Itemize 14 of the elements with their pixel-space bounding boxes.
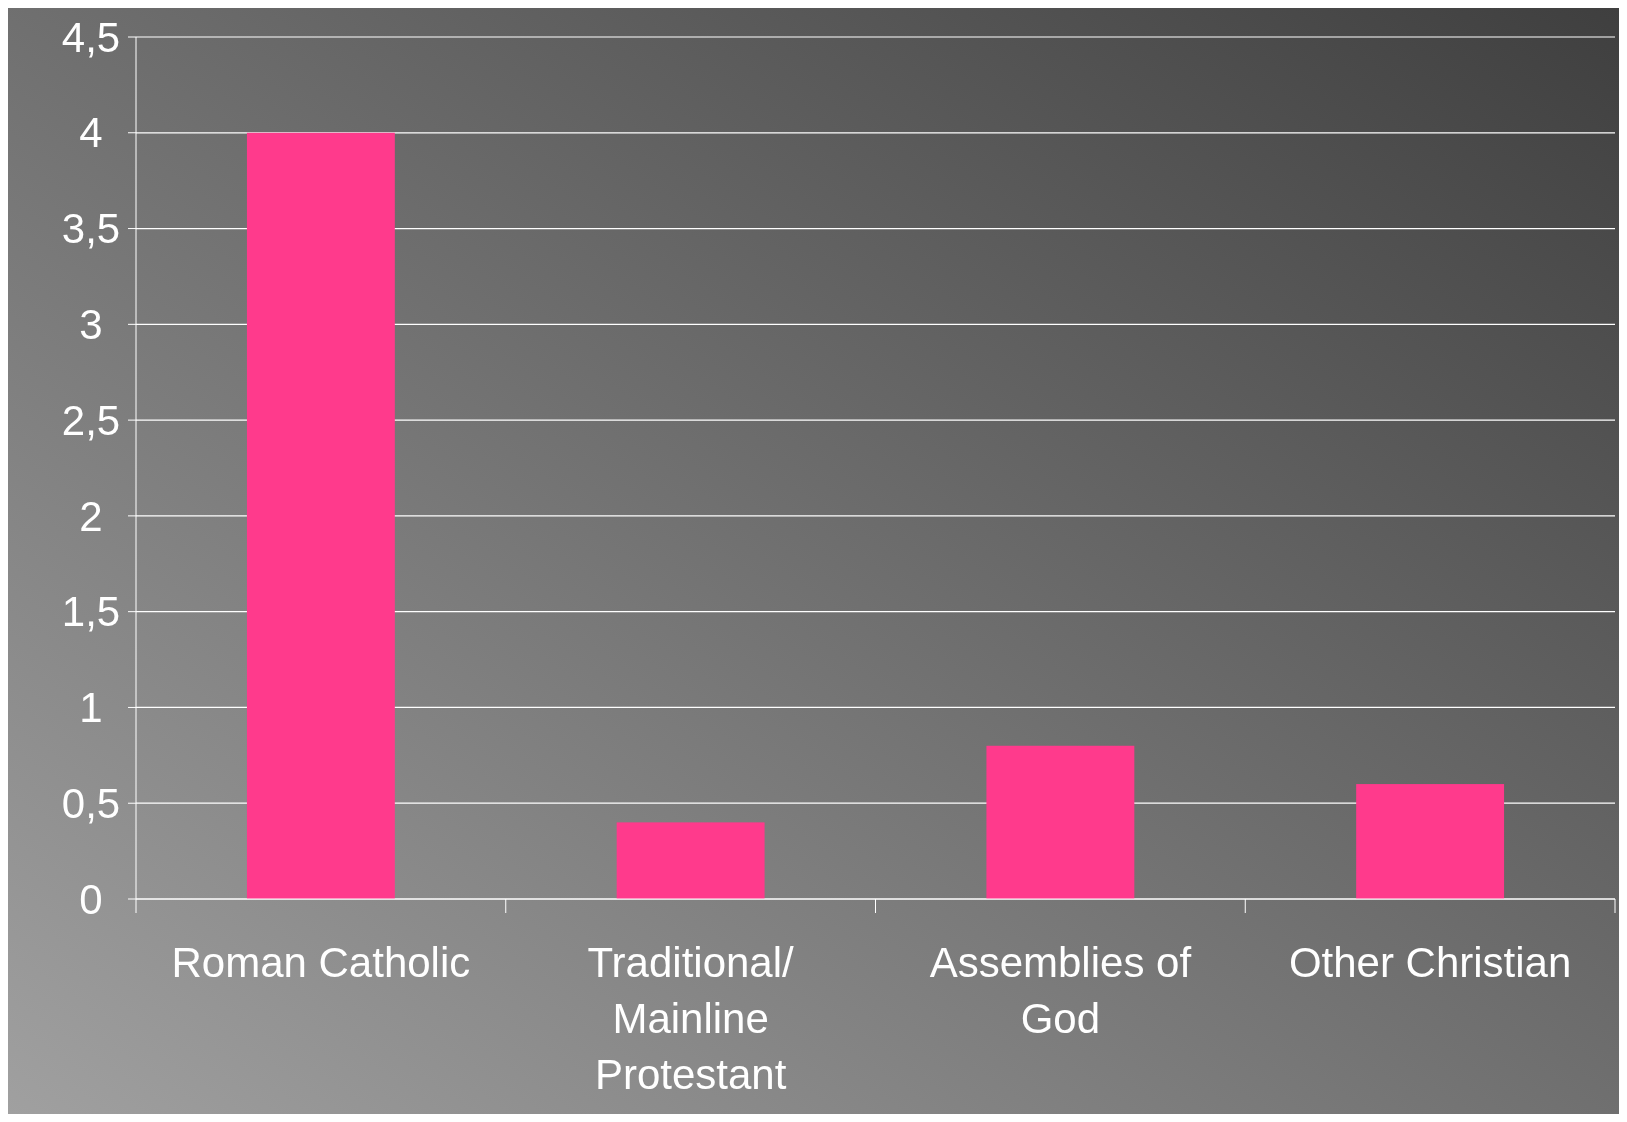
y-tick-label: 1	[79, 684, 103, 732]
x-tick-label: Assemblies of God	[929, 939, 1192, 1042]
x-tick-label: Traditional/ Mainline Protestant	[587, 939, 795, 1098]
y-tick-label: 0	[79, 875, 103, 923]
y-tick-label: 2,5	[61, 396, 121, 444]
y-tick-label: 2	[79, 492, 103, 540]
y-tick-label: 0,5	[61, 779, 121, 827]
y-tick-label: 3	[79, 301, 103, 349]
y-tick-label: 3,5	[61, 205, 121, 253]
y-tick-label: 4	[79, 109, 103, 157]
y-tick-label: 4,5	[61, 13, 121, 61]
x-tick-label: Other Christian	[1288, 939, 1572, 986]
y-tick-label: 1,5	[61, 588, 121, 636]
x-tick-label: Roman Catholic	[171, 939, 471, 986]
